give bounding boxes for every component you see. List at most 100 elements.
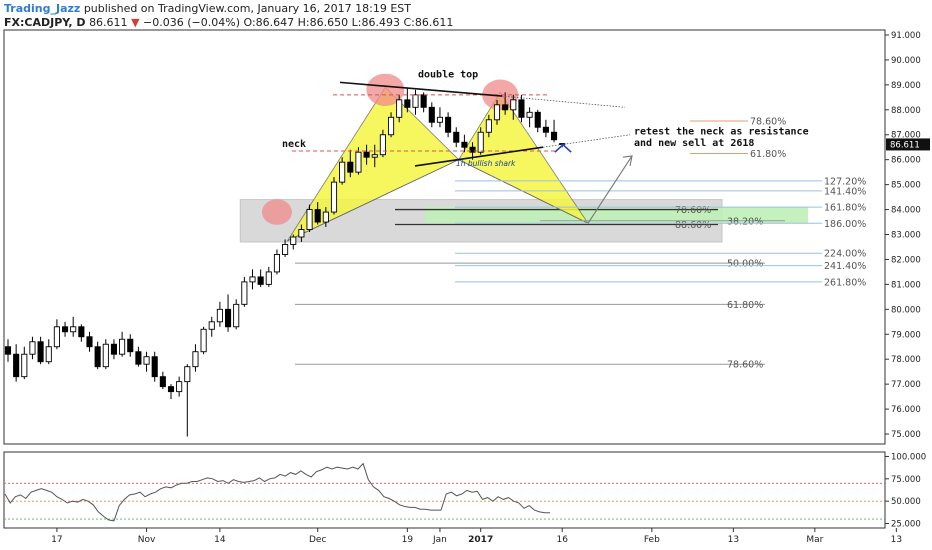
candle-body xyxy=(21,353,28,378)
candle-body xyxy=(62,326,69,333)
candle-body xyxy=(53,326,60,348)
candle-body xyxy=(143,356,150,365)
candle-body xyxy=(461,141,468,148)
candle-body xyxy=(200,328,207,353)
candle-body xyxy=(13,353,20,378)
rsi-tick-label: 25.000 xyxy=(891,520,921,530)
candle-body xyxy=(355,151,362,173)
candle-body xyxy=(542,126,549,133)
price-change: −0.036 (−0.04%) xyxy=(143,16,240,29)
candle-body xyxy=(330,181,338,213)
candle-body xyxy=(159,376,166,388)
candle-body xyxy=(102,343,109,368)
x-tick-label: 13 xyxy=(728,535,739,545)
new-sell-label: and new sell at 2618 xyxy=(634,138,754,149)
candle-body xyxy=(453,131,460,143)
rsi-panel-frame xyxy=(3,451,886,529)
down-arrow-icon: ▼ xyxy=(131,16,140,29)
symbol-label[interactable]: FX:CADJPY, D xyxy=(4,16,86,29)
candle-body xyxy=(208,321,215,330)
candle-body xyxy=(420,94,427,108)
candle-body xyxy=(502,104,509,111)
candle-body xyxy=(78,326,85,338)
candle-body xyxy=(314,209,321,223)
retest-arrow xyxy=(587,155,633,224)
last-price: 86.611 xyxy=(89,16,128,29)
last-price-label: 86.611 xyxy=(890,140,920,150)
candle-body xyxy=(167,386,175,393)
retest-label: retest the neck as resistance xyxy=(634,126,809,138)
neckline xyxy=(414,146,544,167)
candle-body xyxy=(379,134,386,156)
rsi-tick-label: 100.000 xyxy=(891,452,926,462)
x-tick-label: 14 xyxy=(214,535,226,545)
y-tick-label: 88.000 xyxy=(891,106,921,116)
x-tick-label: 13 xyxy=(891,535,902,545)
y-tick-label: 83.000 xyxy=(891,231,921,241)
candle-body xyxy=(192,351,199,368)
candle-body xyxy=(29,341,36,355)
candle-body xyxy=(273,254,281,273)
x-tick-label: 17 xyxy=(51,535,62,545)
double-top-extension xyxy=(501,95,626,108)
zone-level-label: 78.60% xyxy=(675,205,711,216)
candle-body xyxy=(428,106,435,123)
candle-body xyxy=(290,236,297,245)
publish-line: Trading_Jazz published on TradingView.co… xyxy=(4,2,411,15)
candle-body xyxy=(135,351,142,365)
x-tick-label: Nov xyxy=(138,535,156,545)
candle-body xyxy=(339,161,346,183)
candle-body xyxy=(176,381,183,393)
candle-body xyxy=(110,343,117,355)
candle-body xyxy=(119,338,126,355)
double-top-label: double top xyxy=(418,69,478,80)
candle-body xyxy=(216,308,223,323)
candle-body xyxy=(241,281,248,305)
x-tick-label: 2017 xyxy=(468,535,493,545)
author-link[interactable]: Trading_Jazz xyxy=(4,2,81,15)
high-label: H: xyxy=(297,16,310,29)
candle-body xyxy=(298,229,305,238)
candle-body xyxy=(347,161,354,173)
close-value: 86.611 xyxy=(414,16,454,29)
fib-level-label: 241.40% xyxy=(824,261,866,272)
fib-level-label: 127.20% xyxy=(824,176,866,187)
candle-body xyxy=(184,366,191,383)
y-tick-label: 79.000 xyxy=(891,330,921,340)
y-tick-label: 89.000 xyxy=(891,81,921,91)
pivot-circle xyxy=(261,199,292,225)
x-tick-label: 19 xyxy=(402,535,414,545)
candle-body xyxy=(127,338,134,353)
fib-level-label: 78.60% xyxy=(727,360,763,371)
open-label: O: xyxy=(243,16,256,29)
candle-body xyxy=(412,94,419,108)
candle-body xyxy=(396,99,403,118)
price-panel-frame xyxy=(3,29,886,445)
harmonic-xb-line xyxy=(287,159,459,242)
low-value: 86.493 xyxy=(361,16,400,29)
fib-level-label: 61.80% xyxy=(727,300,763,311)
candle-body xyxy=(151,356,158,378)
candle-body xyxy=(37,341,44,363)
harmonic-bd-line xyxy=(458,159,589,224)
candle-body xyxy=(493,104,501,121)
y-tick-label: 80.000 xyxy=(891,305,921,315)
candle-body xyxy=(322,211,329,223)
high-value: 86.650 xyxy=(309,16,349,29)
shark-completion-marker xyxy=(554,143,572,153)
candle-body xyxy=(265,271,272,285)
x-tick-label: Mar xyxy=(806,535,823,545)
y-tick-label: 87.000 xyxy=(891,131,921,141)
quote-line: FX:CADJPY, D 86.611 ▼ −0.036 (−0.04%) O:… xyxy=(4,16,453,29)
x-tick-label: Dec xyxy=(309,535,326,545)
candle-body xyxy=(224,308,232,328)
candle-body xyxy=(363,151,370,158)
candle-body xyxy=(404,99,411,108)
x-tick-label: Jan xyxy=(432,535,447,545)
y-tick-label: 84.000 xyxy=(891,206,921,216)
candle-body xyxy=(436,116,444,123)
fib-level-label: 61.80% xyxy=(750,149,786,160)
candle-body xyxy=(4,346,12,355)
candle-body xyxy=(371,154,378,158)
